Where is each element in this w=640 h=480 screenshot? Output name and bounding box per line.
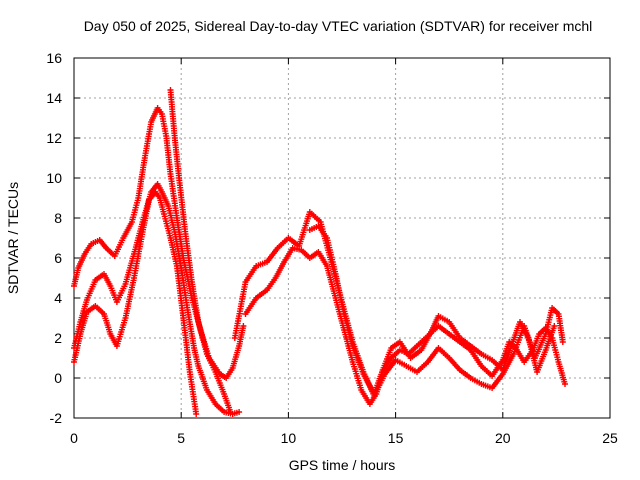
x-tick-label: 0	[70, 430, 78, 446]
plot-frame	[73, 57, 611, 419]
series-track-f	[231, 209, 566, 399]
data-point	[236, 409, 243, 415]
x-axis-label: GPS time / hours	[289, 457, 396, 473]
axis-ticks: 0 5 10 15 20 25 -2 0 2 4 6 8 10 12 14 16	[46, 50, 618, 446]
y-tick-label: 14	[46, 90, 62, 106]
data-point	[240, 323, 247, 329]
series-track-d	[167, 87, 234, 415]
x-tick-label: 25	[602, 430, 618, 446]
y-axis-label: SDTVAR / TECUs	[5, 182, 21, 294]
data-point	[559, 339, 566, 345]
data-point	[227, 409, 234, 415]
y-tick-label: -2	[50, 410, 63, 426]
x-tick-label: 10	[281, 430, 297, 446]
data-point	[193, 411, 200, 417]
data-point	[562, 381, 568, 387]
y-tick-label: 8	[54, 210, 62, 226]
data-series	[71, 87, 568, 417]
chart-title: Day 050 of 2025, Sidereal Day-to-day VTE…	[84, 18, 593, 34]
y-tick-label: 4	[54, 290, 62, 306]
y-tick-label: 16	[46, 50, 62, 66]
series-trace	[308, 225, 556, 395]
data-point	[551, 323, 558, 329]
y-tick-label: 2	[54, 330, 62, 346]
series-track-b	[71, 189, 200, 417]
x-tick-label: 5	[177, 430, 185, 446]
series-track-c	[71, 105, 247, 381]
y-tick-label: 12	[46, 130, 62, 146]
y-tick-label: 0	[54, 370, 62, 386]
series-track-a	[71, 181, 243, 417]
x-tick-label: 15	[388, 430, 404, 446]
series-track-g	[306, 223, 558, 397]
y-tick-label: 10	[46, 170, 62, 186]
x-tick-label: 20	[495, 430, 511, 446]
y-tick-label: 6	[54, 250, 62, 266]
